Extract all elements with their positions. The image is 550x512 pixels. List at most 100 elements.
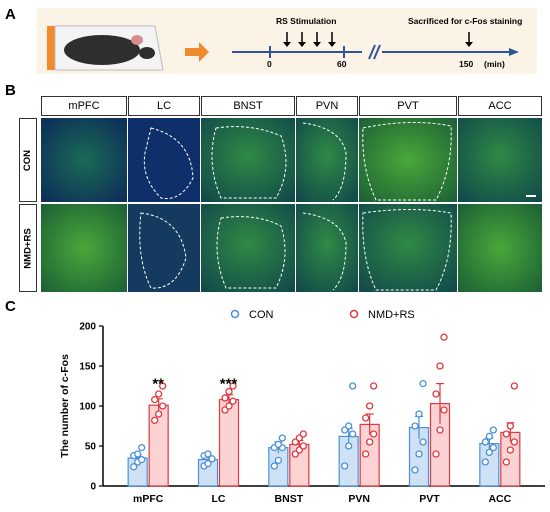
micrograph-bnst-con [201, 118, 295, 202]
y-tick-label: 0 [90, 482, 96, 493]
significance-marker: ** [152, 375, 164, 392]
data-point [411, 422, 419, 430]
data-point [270, 462, 278, 470]
column-header-lc: LC [128, 96, 200, 116]
data-point [502, 430, 510, 438]
legend-label: CON [249, 309, 274, 321]
micrograph-grid [41, 118, 542, 292]
mouse-icon [47, 25, 164, 71]
stim-label: RS Stimulation [276, 16, 337, 26]
micrograph-acc-nmd [458, 204, 542, 292]
data-point [440, 333, 448, 341]
axis-break [368, 44, 376, 60]
data-point [221, 394, 229, 402]
legend-marker [230, 309, 240, 319]
data-point [370, 430, 378, 438]
x-tick-label: LC [212, 493, 226, 505]
legend-label: NMD+RS [368, 309, 415, 321]
data-point [489, 426, 497, 434]
data-point [419, 379, 427, 388]
tick-label-60: 60 [337, 59, 347, 69]
column-header-bnst: BNST [201, 96, 295, 116]
data-point [440, 406, 448, 414]
x-tick-label: PVT [419, 493, 440, 505]
unit-label: (min) [484, 59, 505, 69]
data-point [436, 426, 444, 434]
data-point [366, 402, 374, 410]
y-axis-label: The number of c-Fos [59, 354, 71, 458]
data-point [278, 434, 286, 442]
data-point [155, 390, 163, 398]
data-point [130, 463, 138, 471]
data-point [432, 390, 440, 398]
x-tick-label: PVN [348, 493, 370, 505]
significance-marker: *** [220, 375, 238, 392]
data-point [481, 438, 489, 446]
row-header-con: CON [19, 118, 37, 202]
data-point [349, 382, 357, 390]
data-point [415, 410, 423, 418]
micrograph-pvn-con [296, 118, 358, 202]
data-point [485, 432, 493, 441]
data-point [208, 455, 216, 463]
data-point [225, 387, 233, 396]
y-tick-label: 150 [79, 362, 96, 373]
data-point [411, 466, 419, 474]
data-point [485, 448, 493, 457]
c-fos-bar-chart: 0 50 100 150 200 The number of c-Fos CON NMD+RS… [59, 309, 545, 505]
micrograph-pvt-nmd [359, 204, 457, 292]
data-point [299, 430, 307, 438]
data-point [506, 446, 514, 454]
data-point [151, 416, 159, 425]
data-point [274, 456, 282, 465]
micrograph-mpfc-nmd [41, 204, 127, 292]
x-tick-label: BNST [275, 493, 304, 505]
column-header-pvn: PVN [296, 96, 358, 116]
panel-label-b: B [5, 82, 16, 99]
data-point [415, 450, 423, 458]
data-point [138, 455, 146, 464]
micrograph-lc-nmd [128, 204, 200, 292]
data-point [341, 462, 349, 470]
data-point [225, 402, 233, 410]
y-tick-label: 100 [79, 402, 96, 413]
data-point [345, 422, 353, 430]
data-point [345, 442, 353, 450]
data-point [502, 458, 510, 466]
restrainer-cap [47, 26, 55, 70]
x-tick-label: ACC [488, 493, 511, 505]
legend-marker [349, 309, 359, 319]
data-point [299, 442, 307, 450]
micrograph-pvt-con [359, 118, 457, 202]
data-point [436, 362, 444, 370]
column-header-acc: ACC [458, 96, 542, 116]
panel-label-c: C [5, 298, 16, 315]
data-point [229, 382, 237, 390]
data-point [481, 458, 489, 466]
data-point [510, 438, 518, 446]
sacrifice-label: Sacrificed for c-Fos staining [408, 16, 523, 26]
data-point [159, 402, 167, 410]
y-tick-label: 50 [85, 442, 97, 453]
bar-NMD+RS-LC [218, 398, 240, 487]
data-point [366, 438, 374, 446]
mouse-ear [131, 35, 143, 45]
micrograph-lc-con [128, 118, 200, 202]
stim-arrows [283, 32, 473, 47]
micrograph-acc-con [458, 118, 542, 202]
data-point [134, 450, 142, 458]
timeline-diagram [47, 25, 519, 71]
data-point [151, 395, 159, 404]
micrograph-mpfc-con [41, 118, 127, 202]
data-point [204, 450, 212, 458]
data-point [204, 459, 212, 468]
data-point [370, 382, 378, 390]
data-point [155, 410, 163, 418]
orange-arrow-icon [185, 42, 209, 62]
tick-label-0: 0 [267, 59, 272, 69]
data-point [229, 397, 237, 405]
x-tick-label: mPFC [133, 493, 164, 505]
data-point [349, 430, 357, 438]
data-point [159, 382, 167, 390]
